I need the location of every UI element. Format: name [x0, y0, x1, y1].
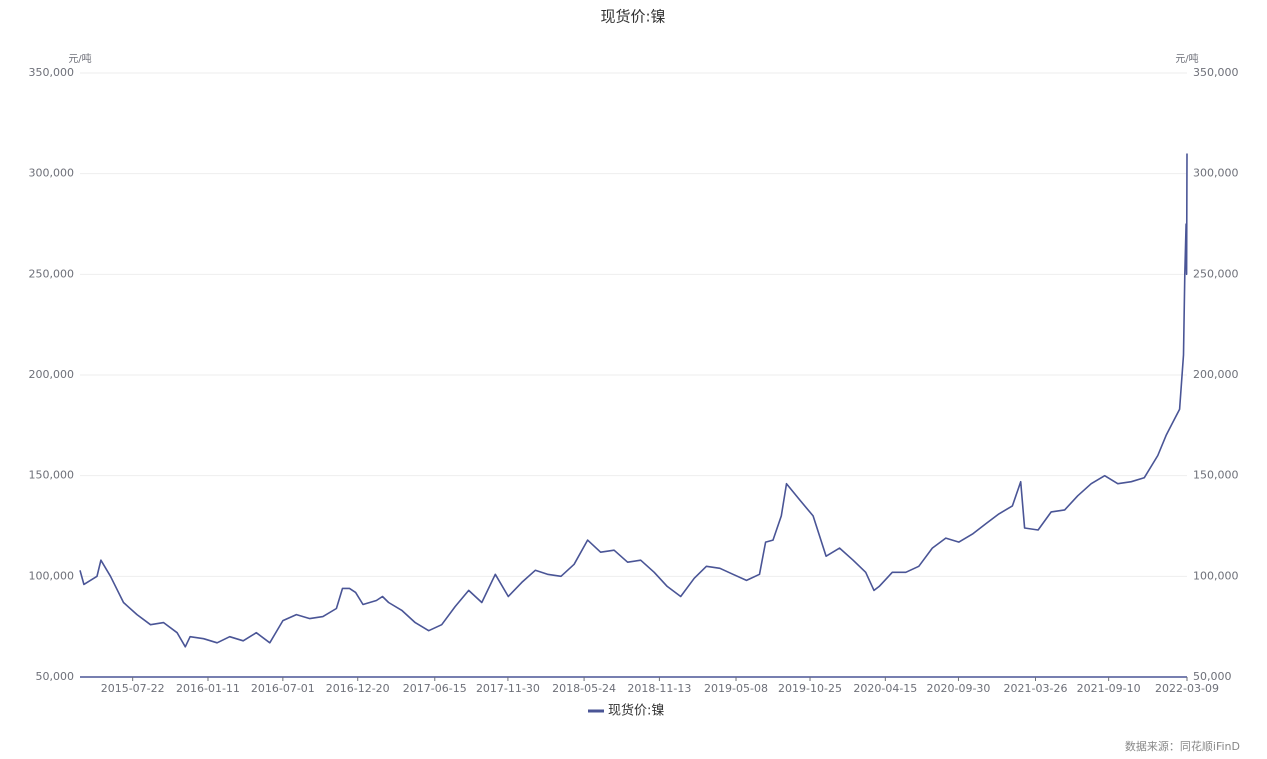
x-tick-label: 2021-03-26 — [1004, 682, 1068, 695]
x-tick-label: 2019-05-08 — [704, 682, 768, 695]
x-tick-label: 2020-04-15 — [853, 682, 917, 695]
x-tick-label: 2017-06-15 — [403, 682, 467, 695]
y-tick-label: 300,000 — [29, 167, 75, 180]
legend-label: 现货价:镍 — [608, 703, 664, 719]
x-tick-label: 2016-01-11 — [176, 682, 240, 695]
y2-tick-label: 150,000 — [1193, 469, 1239, 482]
y-tick-label: 250,000 — [29, 267, 75, 280]
x-tick-label: 2018-05-24 — [552, 682, 616, 695]
x-tick-label: 2017-11-30 — [476, 682, 540, 695]
y-tick-label: 350,000 — [29, 66, 75, 79]
x-tick-label: 2016-12-20 — [326, 682, 390, 695]
y2-tick-label: 250,000 — [1193, 267, 1239, 280]
x-tick-label: 2019-10-25 — [778, 682, 842, 695]
y2-axis-unit: 元/吨 — [1175, 52, 1198, 65]
y-tick-label: 50,000 — [36, 670, 75, 683]
chart-title: 现货价:镍 — [600, 8, 665, 26]
y-tick-label: 100,000 — [29, 569, 75, 582]
y-axis-unit: 元/吨 — [68, 52, 91, 65]
x-tick-label: 2022-03-09 — [1155, 682, 1219, 695]
y2-tick-label: 350,000 — [1193, 66, 1239, 79]
y2-tick-label: 50,000 — [1193, 670, 1232, 683]
x-tick-label: 2020-09-30 — [926, 682, 990, 695]
x-tick-label: 2021-09-10 — [1077, 682, 1141, 695]
y2-tick-label: 200,000 — [1193, 368, 1239, 381]
source-note: 数据来源：同花顺iFinD — [1125, 739, 1240, 753]
series-line — [79, 153, 1188, 648]
y2-tick-label: 300,000 — [1193, 167, 1239, 180]
y-tick-label: 150,000 — [29, 469, 75, 482]
y-tick-label: 200,000 — [29, 368, 75, 381]
x-tick-label: 2016-07-01 — [251, 682, 315, 695]
x-tick-label: 2015-07-22 — [101, 682, 165, 695]
x-tick-label: 2018-11-13 — [627, 682, 691, 695]
y2-tick-label: 100,000 — [1193, 569, 1239, 582]
